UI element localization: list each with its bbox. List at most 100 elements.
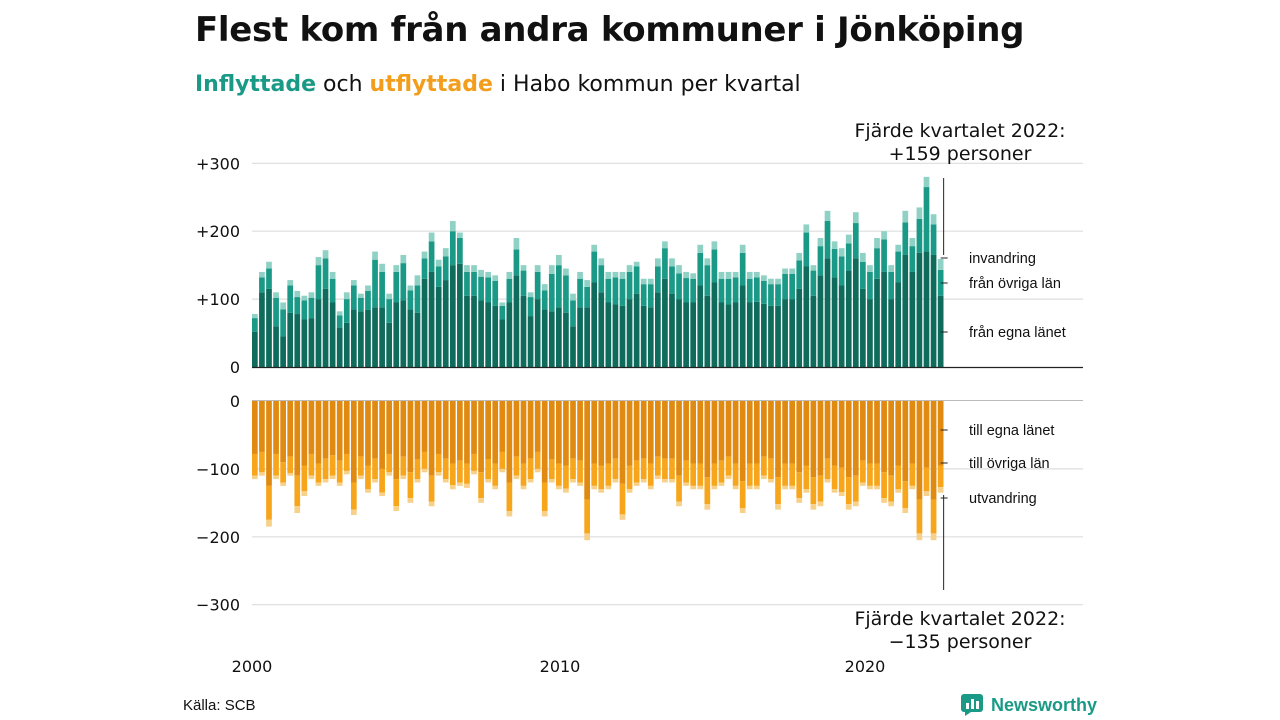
bar-in-ovriga [471,271,477,296]
bar-out-ovriga [591,463,598,486]
bar-in-ovriga [789,273,796,300]
bar-in-egna [732,302,739,367]
bar-out-ovriga [322,458,329,480]
bar-out-ovriga [294,475,301,507]
bar-in-ovriga [796,260,803,289]
bar-in-ovriga [584,286,590,308]
bar-out-egna [732,401,739,464]
bar-in-invandring [407,285,414,291]
bar-out-egna [824,401,831,459]
bar-out-utvandring [817,501,824,507]
bar-out-ovriga [358,456,364,476]
bar-out-utvandring [676,501,682,507]
gridlines [252,162,1083,606]
bar-in-egna [414,312,421,367]
bar-out-ovriga [379,468,385,493]
bar-out-ovriga [732,463,739,486]
bar-out-egna [874,401,880,464]
bar-in-egna [746,302,753,367]
brand-name: Newsworthy [991,694,1098,715]
bar-out-egna [294,401,301,476]
bar-in-ovriga [520,270,527,296]
bar-out-egna [499,401,506,452]
bar-in-invandring [662,241,668,249]
bar-out-ovriga [612,458,619,480]
bar-out-egna [605,401,612,464]
bar-out-egna [654,401,661,457]
bar-out-ovriga [761,456,767,476]
bar-out-ovriga [365,465,371,490]
annotation-top-line1: Fjärde kvartalet 2022: [854,120,1065,142]
bar-out-egna [810,401,817,478]
y-tick-label: −100 [196,460,240,479]
bar-out-egna [308,401,315,454]
bar-out-ovriga [775,477,781,505]
bar-out-egna [937,401,944,466]
subtitle-rest: i Habo kommun per kvartal [492,72,801,97]
bar-out-utvandring [789,485,796,490]
bar-out-ovriga [506,482,513,511]
bar-in-ovriga [831,248,838,278]
bar-out-egna [647,401,654,464]
bar-out-ovriga [923,467,930,492]
bar-out-egna [619,401,626,484]
bar-out-utvandring [640,479,647,483]
bar-out-utvandring [301,491,308,497]
bar-in-ovriga [343,299,350,323]
bar-out-egna [761,401,767,457]
bar-in-egna [831,277,838,367]
bar-in-invandring [605,271,612,279]
bar-out-ovriga [570,458,576,480]
bar-out-egna [428,401,435,476]
bar-in-invandring [669,258,675,267]
bar-in-invandring [831,241,838,249]
bar-in-egna [365,309,371,367]
bar-in-ovriga [697,252,704,286]
bar-in-ovriga [365,290,371,310]
bar-out-egna [612,401,619,459]
bar-in-egna [619,305,626,367]
bar-in-egna [930,254,937,367]
bar-in-invandring [435,259,442,267]
bar-out-ovriga [605,463,612,486]
bar-out-utvandring [393,506,400,511]
bar-out-utvandring [308,475,315,480]
bar-out-egna [372,401,378,459]
bar-out-egna [838,401,845,468]
bar-out-egna [640,401,647,459]
bar-out-utvandring [803,489,810,493]
bar-in-invandring [598,258,605,266]
bar-in-invandring [527,292,534,298]
bar-in-egna [492,305,499,367]
bar-in-invandring [810,265,817,271]
bar-in-invandring [647,278,654,285]
bar-out-egna [457,401,463,461]
bar-out-ovriga [273,453,279,476]
bar-in-egna [358,311,364,367]
bar-in-ovriga [301,300,308,320]
bar-out-ovriga [548,459,555,480]
bar-out-egna [541,401,548,483]
bar-in-ovriga [336,315,343,328]
bar-out-ovriga [909,463,916,486]
bar-out-ovriga [768,458,774,480]
bar-out-utvandring [591,485,598,490]
bar-in-egna [591,282,598,367]
bar-out-utvandring [647,485,654,490]
bar-in-egna [435,286,442,367]
bar-out-utvandring [845,504,852,510]
bar-out-ovriga [577,460,583,483]
bar-in-egna [909,271,916,367]
bar-out-ovriga [676,475,682,502]
bar-out-egna [556,401,562,464]
bar-in-invandring [358,293,364,298]
bar-in-ovriga [577,278,583,308]
bar-in-egna [548,311,555,367]
bar-out-egna [584,401,590,500]
bar-out-utvandring [718,482,725,486]
x-tick-label: 2020 [845,657,886,676]
bar-in-egna [718,302,725,367]
bar-out-ovriga [640,458,647,480]
bar-in-invandring [301,295,308,301]
bar-out-egna [739,401,746,482]
